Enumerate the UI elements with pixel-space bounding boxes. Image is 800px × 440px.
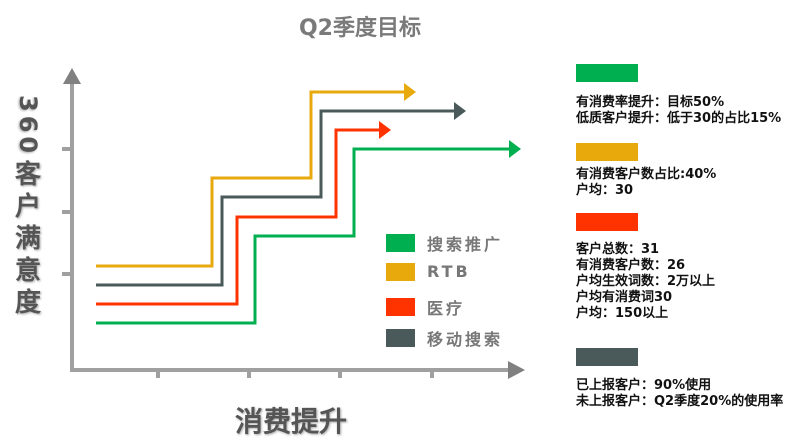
note-line: 未上报客户：Q2季度20%的使用率 [576,394,784,409]
x-axis [70,368,510,378]
diagram-title: Q2季度目标 [298,16,421,41]
note-line: 有消费客户数：26 [576,258,686,273]
note-line: 有消费客户数占比:40% [576,167,717,182]
legend-label: 搜索推广 [427,235,504,254]
mobile-search-arrow [454,102,466,120]
note-line: 客户总数：31 [576,242,660,257]
medical-arrow [379,121,391,139]
legend-label: 医疗 [427,299,466,318]
note-line: 已上报客户：90%使用 [576,378,712,393]
y-axis-label-text: 客户满意度 [14,160,41,319]
legend-label: 移动搜索 [427,330,504,349]
legend-swatch [386,329,415,347]
note-line: 有消费率提升：目标50% [576,95,725,110]
rtb-arrow [404,83,416,101]
y-axis-label-number: 360 [14,95,42,158]
x-axis-arrow [508,361,525,379]
legend-item-medical: 医疗 [386,295,465,319]
legend-swatch [386,234,415,252]
series-line-rtb [96,90,406,268]
y-axis [62,80,74,372]
note-line: 户均：30 [576,183,634,198]
legend-item-search-promotion: 搜索推广 [386,231,503,255]
note-swatch-gray [576,348,638,366]
legend-item-mobile-search: 移动搜索 [386,326,503,350]
note-line: 户均生效词数：2万以上 [576,274,716,289]
series-line-medical [96,128,381,306]
note-mobile-search: 已上报客户：90%使用 未上报客户：Q2季度20%的使用率 [576,378,783,410]
note-search-promotion: 有消费率提升：目标50% 低质客户提升：低于30的占比15% [576,95,781,127]
legend-item-rtb: RTB [386,262,471,281]
x-axis-label: 消费提升 [235,405,348,438]
note-swatch-red [576,213,638,231]
y-axis-arrow [63,68,81,84]
search-promotion-arrow [509,140,521,158]
note-line: 户均有消费词30 [576,290,673,305]
legend-swatch [386,298,415,316]
note-line: 户均：150以上 [576,306,669,321]
note-rtb: 有消费客户数占比:40% 户均：30 [576,167,716,199]
legend-swatch [386,262,415,281]
note-swatch-green [576,64,638,82]
note-swatch-orange [576,143,638,161]
legend-label: RTB [427,262,471,281]
note-line: 低质客户提升：低于30的占比15% [576,111,782,126]
note-medical: 客户总数：31 有消费客户数：26 户均生效词数：2万以上 户均有消费词30 户… [576,242,715,322]
y-axis-label: 360 客户满意度 [8,95,48,319]
series-line-search-promotion [96,147,511,325]
series-line-mobile-search [96,109,456,287]
